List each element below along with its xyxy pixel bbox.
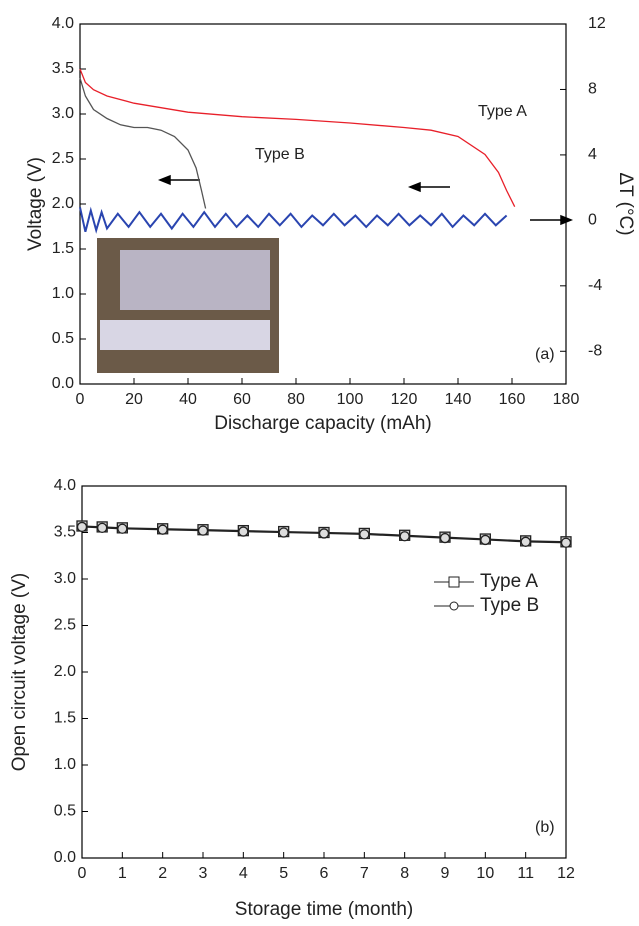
marker [318,528,330,539]
x-tick-label: 120 [391,391,418,408]
y2-tick-label: -4 [588,277,602,294]
y-tick-label: 3.0 [52,105,74,122]
annotation: (b) [535,819,555,836]
y-tick-label: 1.0 [52,285,74,302]
x-tick-label: 7 [360,865,369,882]
marker [278,527,289,538]
x-tick-label: 0 [76,391,85,408]
y-axis-title: Voltage (V) [25,157,46,251]
y2-tick-label: 0 [588,212,597,229]
x-tick-label: 60 [233,391,251,408]
inset-photo-detail [120,250,270,310]
y-tick-label: 2.5 [54,617,76,634]
x-tick-label: 100 [337,391,364,408]
annotation: Type A [478,103,527,120]
series-line [81,525,567,543]
x-axis-title: Discharge capacity (mAh) [214,413,432,434]
marker [560,537,572,548]
y-tick-label: 0.5 [52,330,74,347]
annotation: (a) [535,346,555,363]
y2-tick-label: -8 [588,342,602,359]
x-tick-label: 5 [279,865,288,882]
x-tick-label: 4 [239,865,248,882]
y-tick-label: 2.5 [52,150,74,167]
arrows [157,174,574,226]
x-tick-label: 11 [517,865,534,882]
legend-label: Type A [480,571,538,592]
marker [117,523,128,534]
series-line [79,206,508,234]
y2-tick-label: 8 [588,81,597,98]
marker [97,522,108,533]
marker [157,524,168,535]
y-tick-label: 1.0 [54,756,76,773]
y2-tick-label: 4 [588,146,597,163]
x-tick-label: 180 [553,391,580,408]
y-tick-label: 0.0 [52,375,74,392]
x-tick-label: 40 [179,391,197,408]
marker [520,536,531,547]
x-tick-label: 80 [287,391,305,408]
legend-marker [448,576,460,588]
marker [197,525,209,536]
y-tick-label: 0.5 [54,803,76,820]
x-tick-label: 140 [445,391,472,408]
y-tick-label: 0.0 [54,849,76,866]
series-line [79,68,516,207]
y-tick-label: 2.0 [52,195,74,212]
x-tick-label: 8 [400,865,409,882]
marker [238,526,249,537]
marker [439,532,451,544]
x-tick-label: 9 [441,865,450,882]
y2-tick-label: 12 [588,15,606,32]
x-tick-label: 12 [557,865,575,882]
x-tick-label: 0 [78,865,87,882]
marker [480,534,491,546]
y-tick-label: 1.5 [52,240,74,257]
marker [76,521,88,533]
plot-frame [81,485,567,859]
marker [359,529,370,540]
y-tick-label: 3.0 [54,570,76,587]
marker [399,531,410,542]
x-tick-label: 10 [476,865,494,882]
series-line [81,526,567,544]
y-tick-label: 1.5 [54,710,76,727]
y-tick-label: 4.0 [52,15,74,32]
x-axis-title: Storage time (month) [235,899,413,920]
y-tick-label: 2.0 [54,663,76,680]
x-tick-label: 20 [125,391,143,408]
x-tick-label: 2 [158,865,167,882]
legend-marker [449,601,459,611]
legend-label: Type B [480,595,539,616]
y-axis-title: Open circuit voltage (V) [9,573,30,772]
y-tick-label: 3.5 [52,60,74,77]
y-tick-label: 4.0 [54,477,76,494]
x-tick-label: 3 [199,865,208,882]
x-tick-label: 1 [118,865,127,882]
annotation: Type B [255,146,305,163]
x-tick-label: 6 [320,865,329,882]
inset-photo-detail [100,320,270,350]
series-line [79,77,207,209]
y-tick-label: 3.5 [54,524,76,541]
y2-axis-title: ΔT (°C) [615,172,636,235]
x-tick-label: 160 [499,391,526,408]
